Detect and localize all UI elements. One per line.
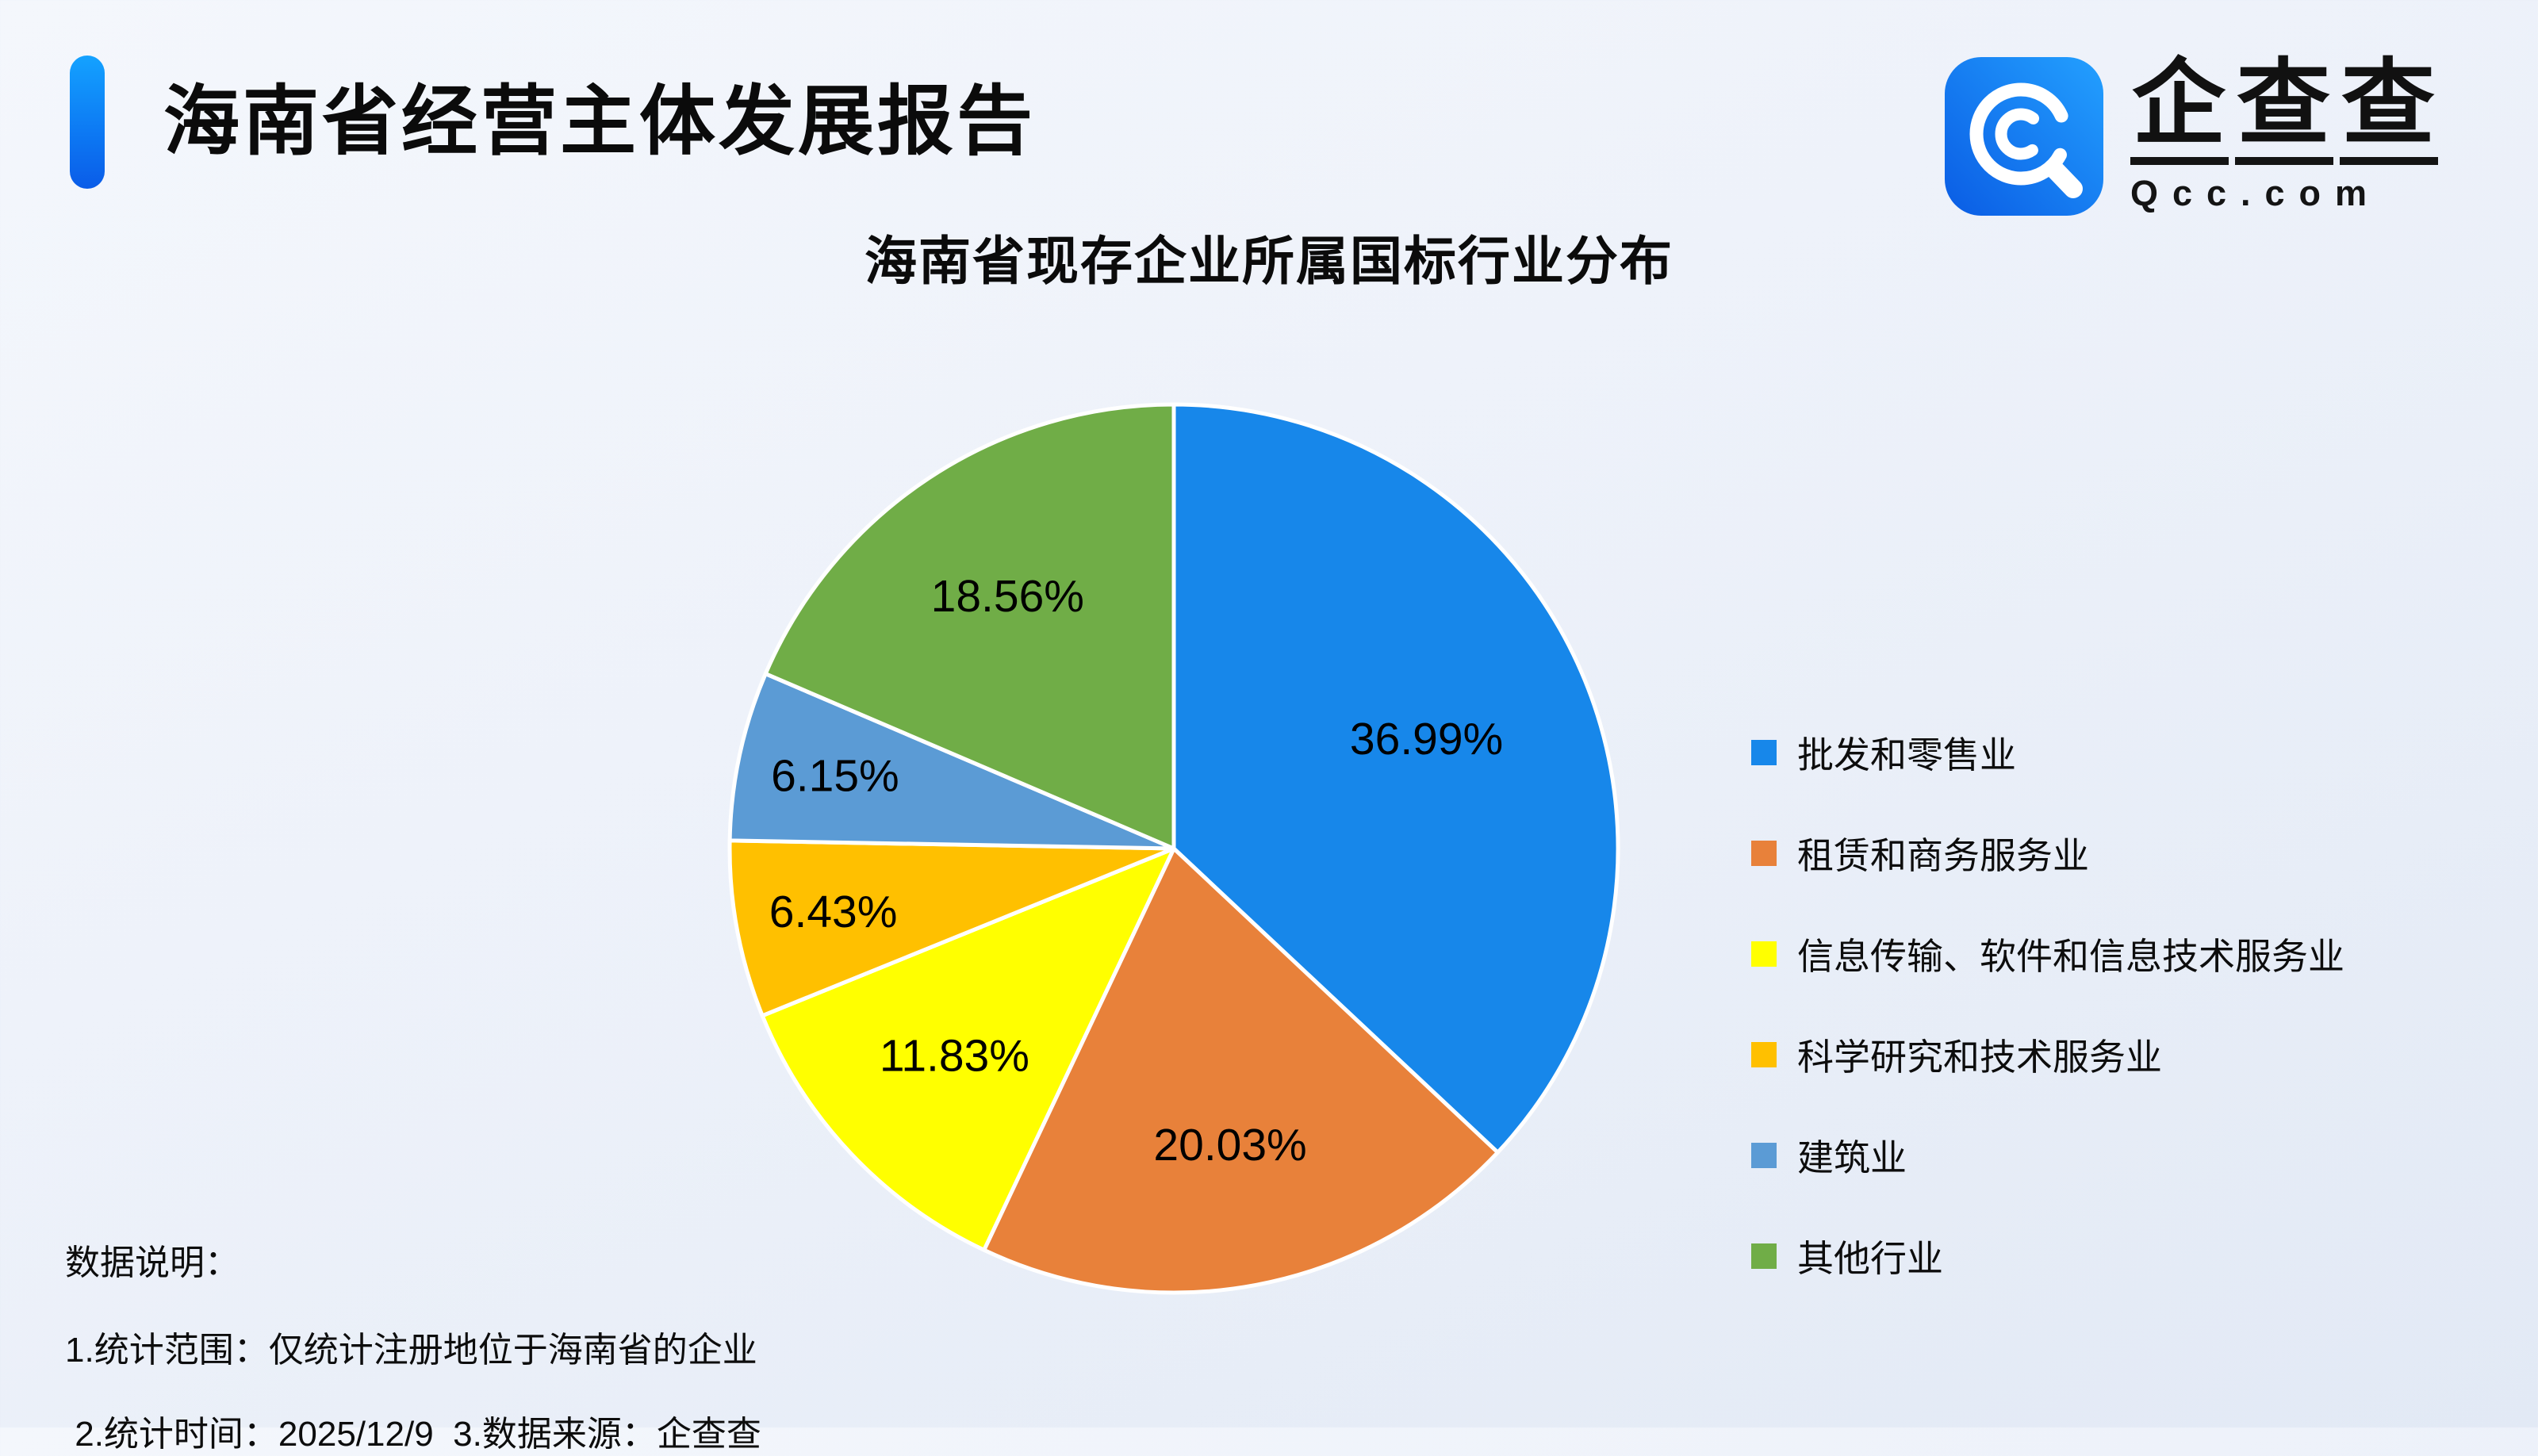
legend-item-1: 批发和零售业	[1751, 726, 2344, 779]
notes-heading: 数据说明：	[65, 1243, 240, 1282]
legend-label: 信息传输、软件和信息技术服务业	[1797, 936, 2344, 977]
pie-slice-3	[760, 846, 1176, 1252]
pie-slice-value-label: 6.43%	[769, 887, 898, 937]
legend-swatch	[1751, 841, 1777, 866]
pie-slice-5	[727, 672, 1176, 851]
legend-item-2: 租赁和商务服务业	[1751, 827, 2344, 879]
pie-slice-1	[1171, 402, 1620, 1155]
pie-slice-value-label: 6.15%	[771, 750, 899, 801]
pie-slice-2	[982, 846, 1500, 1295]
report-header: 海南省经营主体发展报告	[70, 56, 1036, 189]
note-scope: 1.统计范围：仅统计注册地位于海南省的企业	[65, 1331, 757, 1370]
legend-swatch	[1751, 740, 1777, 765]
legend-label: 租赁和商务服务业	[1797, 835, 2089, 876]
qcc-magnifier-q-icon	[1944, 57, 2103, 216]
data-notes: 数据说明： 1.统计范围：仅统计注册地位于海南省的企业 2.统计时间：2025/…	[65, 1234, 761, 1456]
legend-swatch	[1751, 1042, 1777, 1067]
legend-swatch	[1751, 1143, 1777, 1168]
legend-swatch	[1751, 941, 1777, 967]
logo-brand-char: 企	[2130, 57, 2229, 165]
pie-slice-value-label: 11.83%	[880, 1031, 1029, 1082]
legend-item-4: 科学研究和技术服务业	[1751, 1029, 2344, 1081]
legend-label: 建筑业	[1797, 1137, 1907, 1178]
qcc-logo-text: 企查查 Qcc.com	[2130, 57, 2444, 214]
legend-item-5: 建筑业	[1751, 1129, 2344, 1182]
logo-brand: 企查查	[2130, 57, 2444, 165]
legend-label: 批发和零售业	[1797, 734, 2016, 776]
legend-item-3: 信息传输、软件和信息技术服务业	[1751, 928, 2344, 980]
qcc-logo: 企查查 Qcc.com	[1944, 57, 2444, 216]
pie-slice-6	[763, 402, 1176, 851]
legend-label: 其他行业	[1797, 1238, 1943, 1279]
pie-slice-value-label: 20.03%	[1153, 1120, 1306, 1171]
pie-chart: 36.99% 20.03% 11.83% 6.43% 6.15% 18.56%	[698, 373, 1650, 1324]
pie-slice-4	[727, 838, 1176, 1018]
legend-item-6: 其他行业	[1751, 1230, 2344, 1282]
note-time-source: 2.统计时间：2025/12/9 3.数据来源：企查查	[65, 1415, 761, 1454]
logo-brand-char: 查	[2339, 57, 2438, 165]
page-title: 海南省经营主体发展报告	[163, 79, 1036, 164]
legend-swatch	[1751, 1243, 1777, 1269]
logo-brand-char: 查	[2234, 57, 2333, 165]
title-accent-bar	[70, 56, 105, 189]
chart-legend: 批发和零售业租赁和商务服务业信息传输、软件和信息技术服务业 科学研究和技术服务业建…	[1751, 726, 2344, 1282]
legend-label: 科学研究和技术服务业	[1797, 1036, 2162, 1078]
logo-domain: Qcc.com	[2130, 173, 2382, 213]
pie-slice-value-label: 36.99%	[1350, 714, 1503, 764]
chart-title: 海南省现存企业所属国标行业分布	[865, 232, 1673, 290]
pie-chart-svg: 36.99% 20.03% 11.83% 6.43% 6.15% 18.56%	[727, 402, 1620, 1295]
pie-slice-value-label: 18.56%	[931, 571, 1084, 622]
